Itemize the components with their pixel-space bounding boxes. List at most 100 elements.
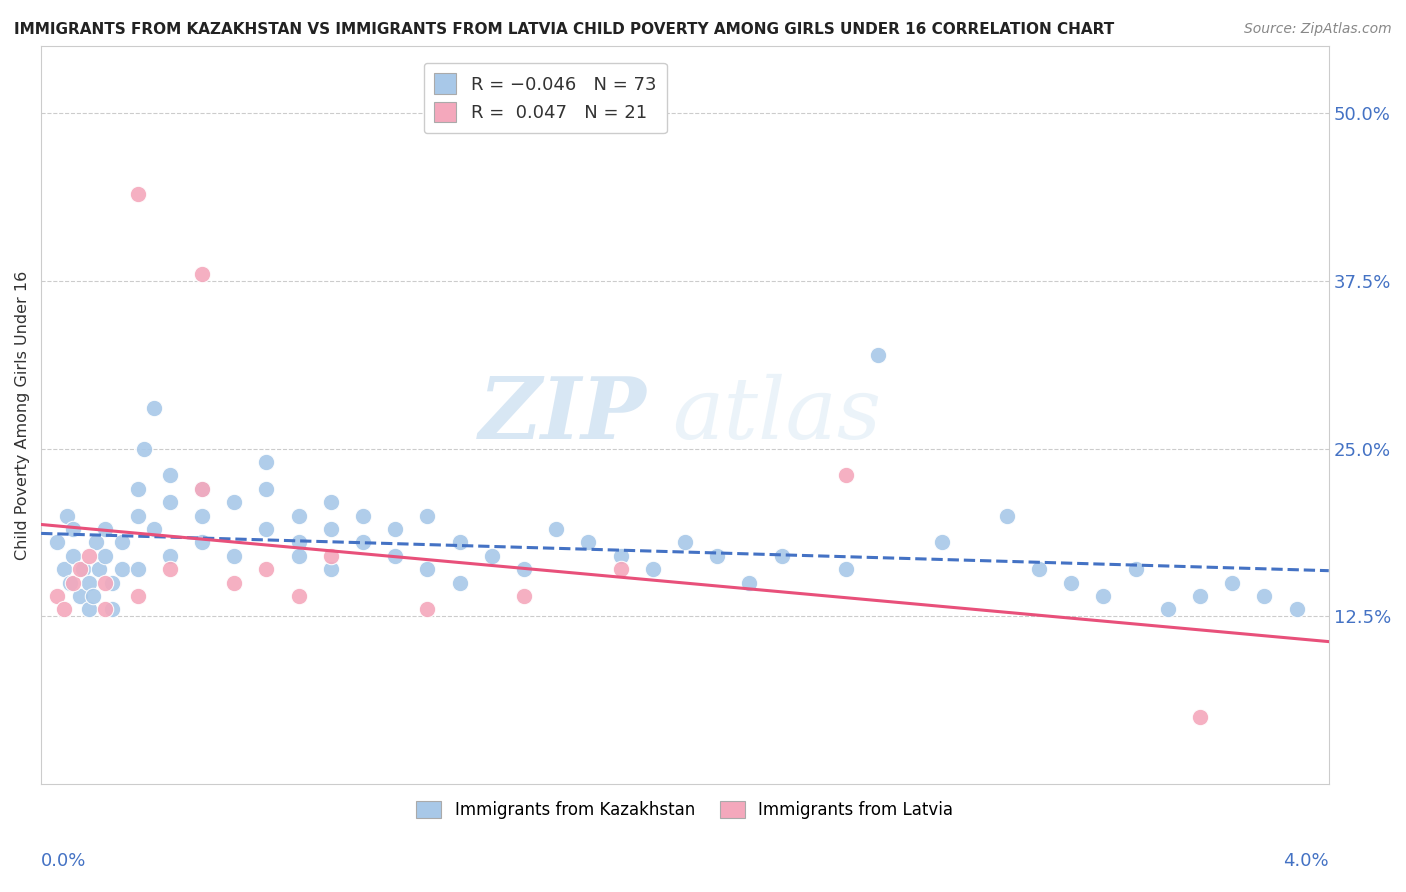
Point bbox=[384, 522, 406, 536]
Point bbox=[224, 575, 246, 590]
Point bbox=[52, 562, 75, 576]
Point bbox=[546, 522, 568, 536]
Point bbox=[673, 535, 696, 549]
Point bbox=[224, 549, 246, 563]
Point bbox=[69, 562, 91, 576]
Point bbox=[191, 535, 214, 549]
Point bbox=[127, 186, 149, 201]
Text: atlas: atlas bbox=[672, 374, 882, 457]
Point bbox=[770, 549, 793, 563]
Point bbox=[159, 495, 181, 509]
Point bbox=[1285, 602, 1308, 616]
Point bbox=[159, 549, 181, 563]
Point bbox=[79, 575, 101, 590]
Point bbox=[110, 535, 132, 549]
Point bbox=[449, 575, 471, 590]
Point bbox=[449, 535, 471, 549]
Y-axis label: Child Poverty Among Girls Under 16: Child Poverty Among Girls Under 16 bbox=[15, 270, 30, 559]
Point bbox=[127, 589, 149, 603]
Point bbox=[1188, 709, 1211, 723]
Point bbox=[256, 522, 278, 536]
Point bbox=[142, 401, 165, 416]
Point bbox=[84, 535, 107, 549]
Point bbox=[995, 508, 1018, 523]
Point bbox=[224, 495, 246, 509]
Point bbox=[287, 508, 309, 523]
Point bbox=[110, 562, 132, 576]
Point bbox=[319, 549, 342, 563]
Point bbox=[1092, 589, 1115, 603]
Point bbox=[609, 549, 631, 563]
Point bbox=[513, 562, 536, 576]
Point bbox=[191, 482, 214, 496]
Point bbox=[738, 575, 761, 590]
Point bbox=[59, 575, 82, 590]
Point bbox=[931, 535, 953, 549]
Text: 0.0%: 0.0% bbox=[41, 852, 87, 870]
Point bbox=[416, 602, 439, 616]
Point bbox=[94, 522, 117, 536]
Point bbox=[576, 535, 599, 549]
Point bbox=[319, 522, 342, 536]
Point bbox=[127, 508, 149, 523]
Point bbox=[62, 575, 84, 590]
Point bbox=[1028, 562, 1050, 576]
Point bbox=[191, 482, 214, 496]
Point bbox=[87, 562, 110, 576]
Point bbox=[868, 348, 890, 362]
Point bbox=[287, 589, 309, 603]
Point bbox=[62, 522, 84, 536]
Point bbox=[416, 562, 439, 576]
Text: Source: ZipAtlas.com: Source: ZipAtlas.com bbox=[1244, 22, 1392, 37]
Point bbox=[319, 562, 342, 576]
Point bbox=[52, 602, 75, 616]
Point bbox=[1188, 589, 1211, 603]
Point bbox=[352, 535, 374, 549]
Point bbox=[79, 549, 101, 563]
Text: 4.0%: 4.0% bbox=[1284, 852, 1329, 870]
Point bbox=[835, 562, 858, 576]
Text: ZIP: ZIP bbox=[478, 373, 647, 457]
Point bbox=[481, 549, 503, 563]
Point bbox=[159, 562, 181, 576]
Point bbox=[62, 549, 84, 563]
Point bbox=[256, 482, 278, 496]
Point bbox=[46, 535, 69, 549]
Point bbox=[127, 482, 149, 496]
Point bbox=[79, 602, 101, 616]
Point bbox=[101, 575, 124, 590]
Point bbox=[46, 589, 69, 603]
Text: IMMIGRANTS FROM KAZAKHSTAN VS IMMIGRANTS FROM LATVIA CHILD POVERTY AMONG GIRLS U: IMMIGRANTS FROM KAZAKHSTAN VS IMMIGRANTS… bbox=[14, 22, 1115, 37]
Point bbox=[1125, 562, 1147, 576]
Point bbox=[835, 468, 858, 483]
Point bbox=[159, 468, 181, 483]
Point bbox=[384, 549, 406, 563]
Point bbox=[256, 455, 278, 469]
Point bbox=[94, 575, 117, 590]
Point bbox=[56, 508, 79, 523]
Point bbox=[1060, 575, 1083, 590]
Point bbox=[127, 562, 149, 576]
Point bbox=[1157, 602, 1180, 616]
Point bbox=[101, 602, 124, 616]
Point bbox=[641, 562, 664, 576]
Point bbox=[191, 267, 214, 281]
Legend: Immigrants from Kazakhstan, Immigrants from Latvia: Immigrants from Kazakhstan, Immigrants f… bbox=[408, 792, 962, 827]
Point bbox=[191, 508, 214, 523]
Point bbox=[82, 589, 104, 603]
Point bbox=[94, 602, 117, 616]
Point bbox=[706, 549, 728, 563]
Point bbox=[319, 495, 342, 509]
Point bbox=[416, 508, 439, 523]
Point bbox=[1253, 589, 1275, 603]
Point bbox=[287, 535, 309, 549]
Point bbox=[94, 549, 117, 563]
Point bbox=[287, 549, 309, 563]
Point bbox=[256, 562, 278, 576]
Point bbox=[513, 589, 536, 603]
Point bbox=[609, 562, 631, 576]
Point bbox=[352, 508, 374, 523]
Point bbox=[72, 562, 94, 576]
Point bbox=[1220, 575, 1243, 590]
Point bbox=[69, 589, 91, 603]
